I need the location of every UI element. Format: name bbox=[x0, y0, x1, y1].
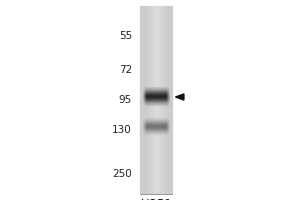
Text: 72: 72 bbox=[119, 65, 132, 75]
Text: U251: U251 bbox=[141, 198, 171, 200]
Bar bbox=[140, 6, 172, 194]
Text: 95: 95 bbox=[119, 95, 132, 105]
Polygon shape bbox=[176, 94, 184, 100]
Text: 250: 250 bbox=[112, 169, 132, 179]
Text: 55: 55 bbox=[119, 31, 132, 41]
Text: 130: 130 bbox=[112, 125, 132, 135]
